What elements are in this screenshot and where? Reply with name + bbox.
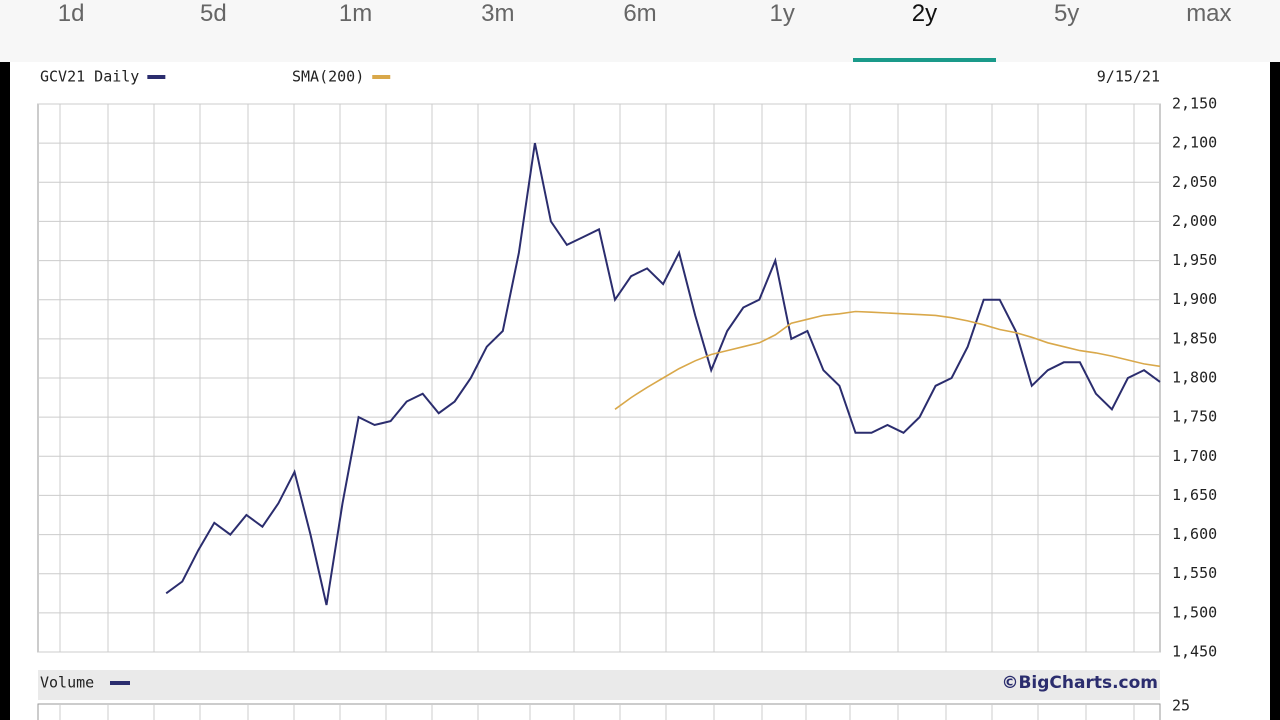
legend-label: GCV21 Daily (40, 68, 139, 86)
y-tick-label: 2,050 (1172, 173, 1217, 191)
range-tab[interactable]: 3m (481, 0, 515, 27)
series-line (614, 310, 1161, 410)
volume-swatch (110, 681, 130, 685)
range-tab[interactable]: 1d (57, 0, 85, 27)
range-tabs: 1d 5d 1m 3m 6m 1y 2y 5y max (0, 0, 1280, 62)
chart: 9/15/21 Volume ©BigCharts.com 25 1,450 1,… (10, 62, 1270, 720)
y-tick-label: 1,850 (1172, 329, 1217, 347)
range-tab[interactable]: 5y (1053, 0, 1080, 27)
y-tick-label: 1,750 (1172, 408, 1217, 426)
range-tab[interactable]: max (1186, 0, 1232, 27)
series-line (165, 142, 1161, 606)
date-label: 9/15/21 (1097, 68, 1160, 86)
y-tick-label: 1,900 (1172, 290, 1217, 308)
legend-swatch (147, 75, 166, 79)
volume-panel (37, 703, 1161, 720)
y-tick-label: 2,150 (1172, 95, 1217, 113)
y-tick-label: 1,550 (1172, 564, 1217, 582)
volume-tick-label: 25 (1172, 697, 1190, 715)
range-tab[interactable]: 1m (338, 0, 373, 27)
range-tab[interactable]: 2y (853, 0, 996, 62)
range-tab[interactable]: 6m (623, 0, 657, 27)
y-tick-label: 1,600 (1172, 525, 1217, 543)
y-tick-label: 1,500 (1172, 603, 1217, 621)
range-tab[interactable]: 1y (769, 0, 795, 27)
volume-label: Volume (40, 674, 94, 692)
credit: ©BigCharts.com (1001, 673, 1158, 693)
legend-label: SMA(200) (292, 68, 364, 86)
y-tick-label: 1,650 (1172, 486, 1217, 504)
y-tick-label: 2,000 (1172, 212, 1217, 230)
volume-header (38, 670, 1160, 700)
range-tab[interactable]: 5d (199, 0, 227, 27)
legend-swatch (372, 75, 391, 79)
y-tick-label: 2,100 (1172, 134, 1217, 152)
y-tick-label: 1,700 (1172, 447, 1217, 465)
y-tick-label: 1,800 (1172, 369, 1217, 387)
y-tick-label: 1,950 (1172, 251, 1217, 269)
y-tick-label: 1,450 (1172, 643, 1217, 661)
